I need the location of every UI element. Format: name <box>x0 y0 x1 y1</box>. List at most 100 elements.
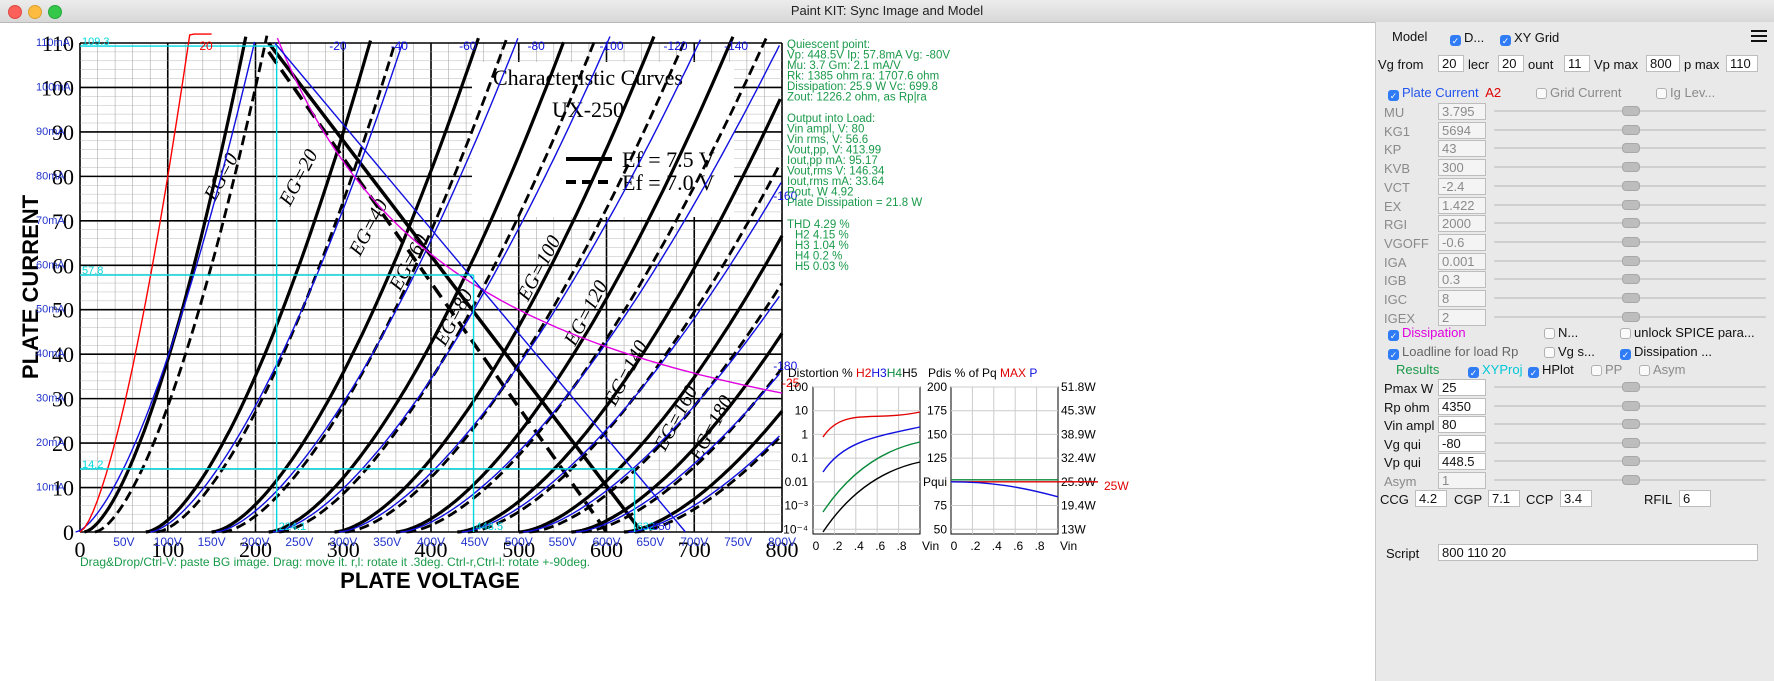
slider-knob[interactable] <box>1622 255 1640 266</box>
dissipation-checkbox[interactable]: ✓ Dissipation <box>1388 325 1466 341</box>
param-slider[interactable] <box>1494 178 1766 195</box>
param-slider[interactable] <box>1494 290 1766 307</box>
param-slider[interactable] <box>1494 140 1766 157</box>
slider-knob[interactable] <box>1622 419 1640 429</box>
slider-knob[interactable] <box>1622 162 1640 173</box>
vg-curve-label: -60 <box>459 39 477 53</box>
param-slider[interactable] <box>1494 253 1766 270</box>
background-datasheet-image[interactable]: 0 10 20 30 40 50 60 70 80 90 100 110 0 100 200 300 400 50… <box>18 31 799 593</box>
param-input[interactable]: 1 <box>1438 471 1486 489</box>
slider-knob[interactable] <box>1622 400 1640 411</box>
close-window-button[interactable] <box>8 5 22 19</box>
cgp-input[interactable]: 7.1 <box>1488 490 1520 507</box>
ig-lev-checkbox[interactable]: Ig Lev... <box>1656 85 1715 100</box>
param-input[interactable]: -80 <box>1438 434 1486 452</box>
dissipation-2-checkbox[interactable]: ✓ Dissipation ... <box>1620 344 1713 360</box>
slider-knob[interactable] <box>1622 456 1640 466</box>
x-tick-label: 700 <box>678 537 711 562</box>
param-input[interactable]: 43 <box>1438 140 1486 158</box>
vg-from-input[interactable]: 20 <box>1438 55 1464 72</box>
plate-current-checkbox[interactable]: ✓ Plate Current A2 <box>1388 85 1502 101</box>
param-input[interactable]: 8 <box>1438 290 1486 307</box>
loadline-checkbox[interactable]: ✓ Loadline for load Rp <box>1388 344 1519 360</box>
pp-checkbox[interactable]: PP <box>1591 362 1622 377</box>
param-slider[interactable] <box>1494 271 1766 288</box>
volt-tick: 200V <box>241 535 269 549</box>
param-input[interactable]: 448.5 <box>1438 453 1486 470</box>
slider-knob[interactable] <box>1622 474 1640 485</box>
vg-s-checkbox[interactable]: Vg s... <box>1544 344 1595 359</box>
param-input[interactable]: 0.3 <box>1438 271 1486 289</box>
param-slider[interactable] <box>1494 122 1766 139</box>
param-input[interactable]: 0.001 <box>1438 252 1486 270</box>
slider-knob[interactable] <box>1622 311 1640 322</box>
slider-knob[interactable] <box>1622 143 1640 154</box>
param-input[interactable]: 5694 <box>1438 121 1486 139</box>
distortion-y-tick: 0.1 <box>791 451 808 465</box>
param-slider[interactable] <box>1494 398 1766 415</box>
param-slider[interactable] <box>1494 234 1766 251</box>
menu-icon[interactable] <box>1751 30 1767 44</box>
volt-tick: 300V <box>329 535 357 549</box>
d-checkbox[interactable]: ✓ D... <box>1450 30 1485 46</box>
param-input[interactable]: 300 <box>1438 159 1486 177</box>
xy-grid-checkbox[interactable]: ✓ XY Grid <box>1500 30 1560 46</box>
slider-knob[interactable] <box>1622 106 1640 116</box>
param-input[interactable]: 1.422 <box>1438 196 1486 214</box>
param-input[interactable]: -0.6 <box>1438 233 1486 251</box>
ccp-input[interactable]: 3.4 <box>1560 490 1592 507</box>
slider-knob[interactable] <box>1622 382 1640 392</box>
param-slider[interactable] <box>1494 103 1766 120</box>
param-input[interactable]: -2.4 <box>1438 177 1486 195</box>
param-slider[interactable] <box>1494 453 1766 470</box>
slider-knob[interactable] <box>1622 236 1640 247</box>
minimize-window-button[interactable] <box>28 5 42 19</box>
ma-tick: 110mA <box>36 37 71 49</box>
param-input[interactable]: 80 <box>1438 416 1486 433</box>
vp-max-input[interactable]: 800 <box>1646 55 1680 72</box>
param-slider[interactable] <box>1494 472 1766 489</box>
slider-knob[interactable] <box>1622 124 1640 135</box>
grid-current-checkbox[interactable]: Grid Current <box>1536 85 1622 100</box>
script-input[interactable]: 800 110 20 <box>1438 544 1758 561</box>
param-slider[interactable] <box>1494 159 1766 176</box>
ccg-input[interactable]: 4.2 <box>1415 490 1447 507</box>
param-slider[interactable] <box>1494 379 1766 396</box>
pdis-y-tick: 125 <box>927 451 947 465</box>
param-slider[interactable] <box>1494 197 1766 214</box>
param-slider[interactable] <box>1494 215 1766 232</box>
param-input[interactable]: 25 <box>1438 379 1486 396</box>
param-slider[interactable] <box>1494 416 1766 433</box>
slider-knob[interactable] <box>1622 293 1640 303</box>
cyan-x-label: 448.5 <box>476 521 504 533</box>
asym-checkbox[interactable]: Asym <box>1639 362 1686 377</box>
param-input[interactable]: 2 <box>1438 308 1486 326</box>
slider-knob[interactable] <box>1622 437 1640 448</box>
ma-tick: 100mA <box>36 81 72 93</box>
hplot-checkbox[interactable]: ✓ HPlot <box>1528 362 1574 378</box>
zoom-window-button[interactable] <box>48 5 62 19</box>
lecr-label: lecr <box>1468 57 1489 72</box>
param-input[interactable]: 3.795 <box>1438 103 1486 120</box>
slider-knob[interactable] <box>1622 218 1640 229</box>
param-input[interactable]: 2000 <box>1438 215 1486 233</box>
unlock-spice-checkbox[interactable]: unlock SPICE para... <box>1620 325 1755 340</box>
n-checkbox[interactable]: N... <box>1544 325 1578 340</box>
param-slider[interactable] <box>1494 309 1766 326</box>
xyproj-checkbox[interactable]: ✓ XYProj <box>1468 362 1523 378</box>
slider-knob[interactable] <box>1622 180 1640 191</box>
param-slider[interactable] <box>1494 435 1766 452</box>
ip-max-input[interactable]: 110 <box>1726 55 1758 72</box>
volt-tick: 50V <box>113 535 134 549</box>
x-axis-title: PLATE VOLTAGE <box>340 568 520 593</box>
slider-knob[interactable] <box>1622 199 1640 210</box>
param-input[interactable]: 4350 <box>1438 397 1486 415</box>
output-line: Plate Dissipation = 21.8 W <box>787 197 922 209</box>
count-input[interactable]: 11 <box>1564 55 1590 72</box>
output-line: Vin rms, V: 56.6 <box>787 134 868 146</box>
lecr-input[interactable]: 20 <box>1498 55 1524 72</box>
slider-knob[interactable] <box>1622 274 1640 285</box>
distortion-x-tick: .6 <box>875 539 885 553</box>
rfil-input[interactable]: 6 <box>1679 490 1711 507</box>
